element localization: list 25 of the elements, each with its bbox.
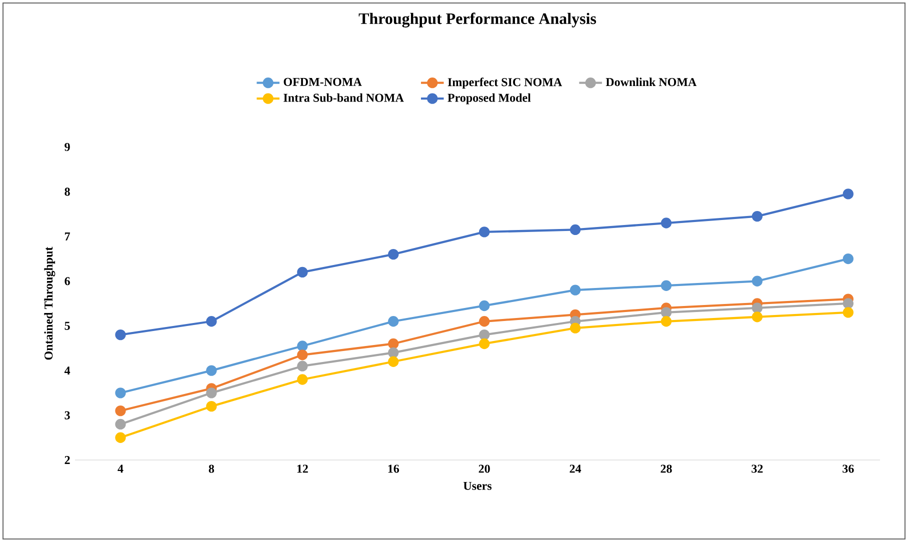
y-tick-label: 4 xyxy=(64,366,70,375)
x-tick-label: 20 xyxy=(478,464,490,473)
y-tick-label: 2 xyxy=(64,456,70,464)
x-tick-label: 4 xyxy=(118,464,124,473)
x-tick-label: 16 xyxy=(388,464,400,473)
legend-label: Downlink NOMA xyxy=(606,78,697,86)
legend-label: OFDM-NOMA xyxy=(284,78,362,86)
y-tick-label: 5 xyxy=(64,322,70,330)
x-tick-label: 32 xyxy=(752,464,763,473)
y-tick-label: 6 xyxy=(64,277,70,286)
x-tick-label: 12 xyxy=(297,464,308,473)
y-tick-label: 8 xyxy=(64,188,70,196)
x-tick-label: 24 xyxy=(570,464,582,473)
legend-label: Intra Sub-band NOMA xyxy=(284,93,404,102)
legend-label: Imperfect SIC NOMA xyxy=(448,78,562,89)
y-tick-label: 3 xyxy=(64,411,70,420)
y-axis-title: Ontained Throughput xyxy=(44,246,56,360)
x-tick-label: 8 xyxy=(208,464,214,473)
x-tick-label: 36 xyxy=(842,464,854,473)
y-tick-label: 9 xyxy=(64,142,70,152)
x-axis-title: Users xyxy=(463,482,492,490)
y-tick-label: 7 xyxy=(64,232,70,240)
x-tick-label: 28 xyxy=(660,464,672,473)
legend-label: Proposed Model xyxy=(448,93,531,104)
chart-title: Throughput Performance Analysis xyxy=(358,12,596,28)
